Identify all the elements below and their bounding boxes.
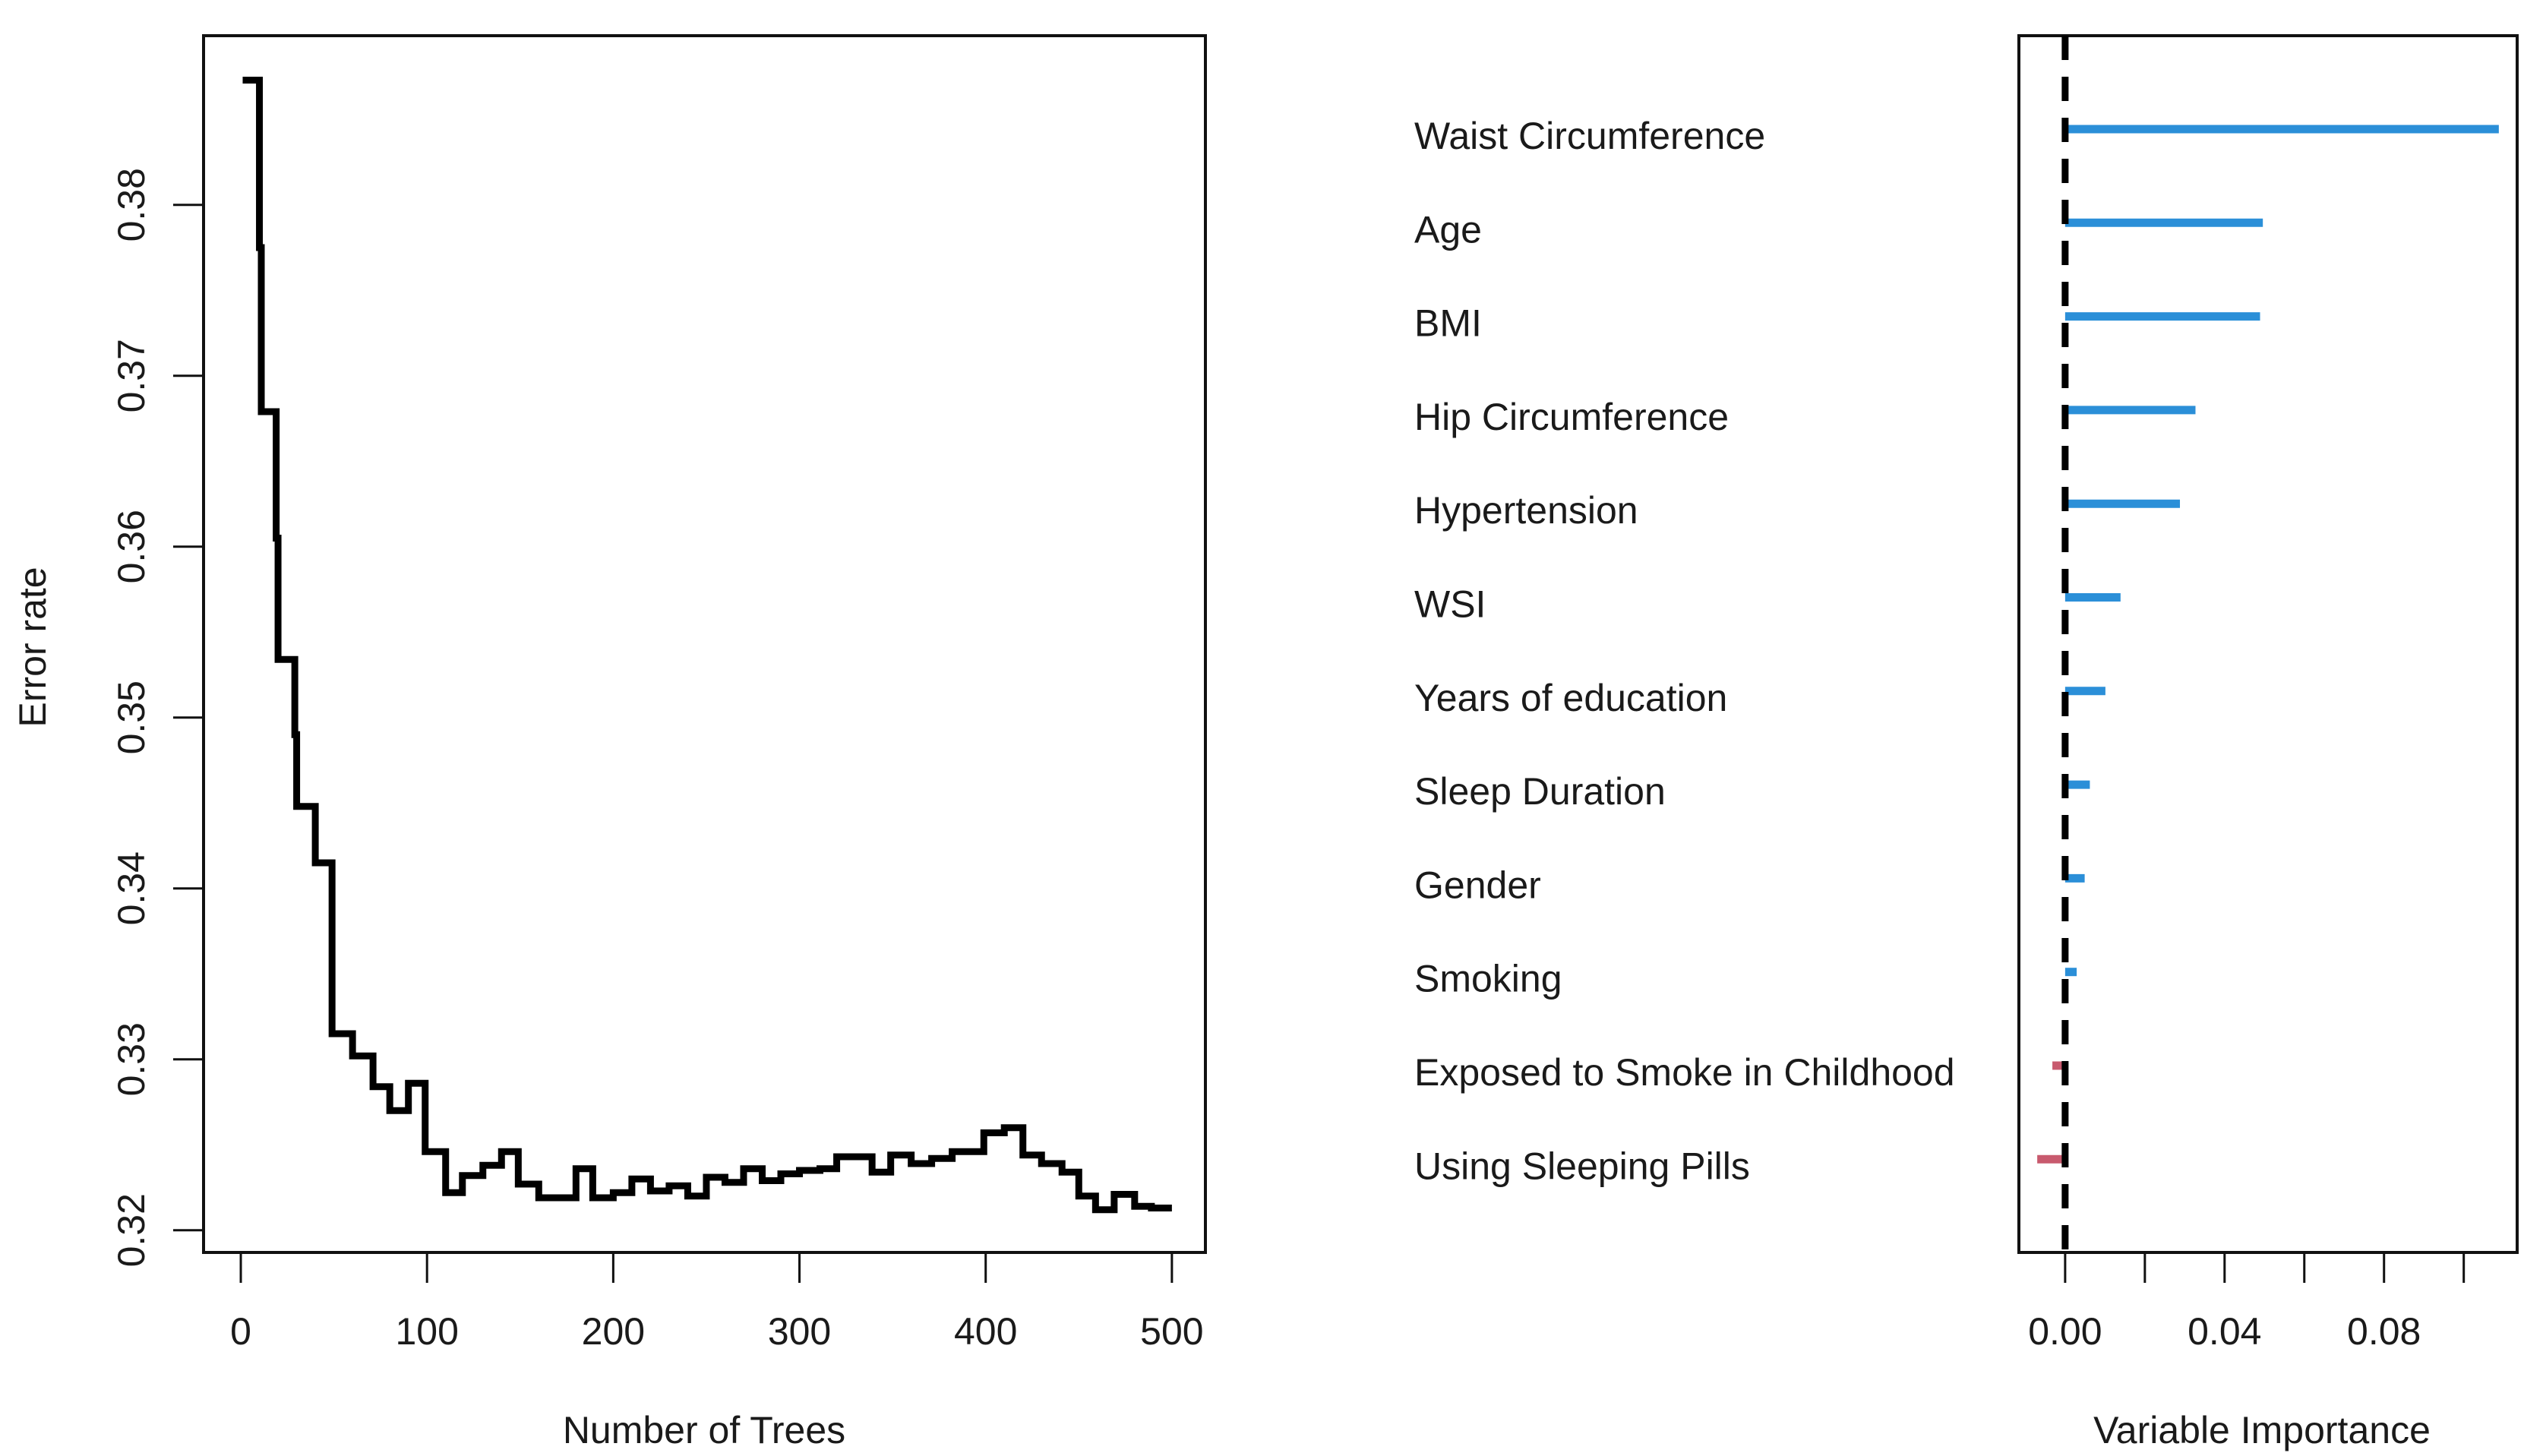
- y-tick-label: 0.38: [110, 168, 153, 242]
- y-tick-label: 0.32: [110, 1193, 153, 1267]
- variable-label: Age: [1414, 208, 1482, 251]
- variable-label: Hypertension: [1414, 489, 1638, 532]
- x-tick-label: 0.08: [2347, 1310, 2421, 1353]
- y-tick-label: 0.33: [110, 1022, 153, 1096]
- variable-label: BMI: [1414, 302, 1482, 345]
- plot-frame: [2017, 34, 2519, 1254]
- plot-frame: [202, 34, 1207, 1254]
- x-axis-label: Number of Trees: [563, 1409, 845, 1451]
- y-tick-label: 0.35: [110, 681, 153, 754]
- y-tick-label: 0.37: [110, 339, 153, 412]
- x-tick-label: 0: [230, 1310, 251, 1353]
- variable-label: Sleep Duration: [1414, 770, 1666, 813]
- error-rate-line: [242, 77, 1172, 1214]
- x-tick-label: 200: [582, 1310, 645, 1353]
- x-tick-label: 400: [954, 1310, 1017, 1353]
- x-tick-label: 100: [395, 1310, 458, 1353]
- variable-label: Using Sleeping Pills: [1414, 1145, 1750, 1187]
- x-tick-label: 0.00: [2028, 1310, 2102, 1353]
- x-tick-label: 500: [1140, 1310, 1203, 1353]
- variable-label: Waist Circumference: [1414, 115, 1765, 157]
- x-tick-label: 0.04: [2188, 1310, 2261, 1353]
- y-tick-label: 0.36: [110, 510, 153, 583]
- variable-label: Exposed to Smoke in Childhood: [1414, 1051, 1955, 1094]
- error-rate-plot: 0 100 200 300 400 500 0.32 0.33 0.34 0.35 0.36 0.3…: [11, 34, 1207, 1451]
- variable-label: Hip Circumference: [1414, 396, 1729, 438]
- y-tick-label: 0.34: [110, 851, 153, 925]
- x-tick-label: 300: [768, 1310, 831, 1353]
- variable-label: Smoking: [1414, 958, 1562, 1000]
- variable-label: WSI: [1414, 583, 1486, 626]
- y-axis-label: Error rate: [11, 567, 54, 727]
- variable-label: Years of education: [1414, 677, 1727, 719]
- x-axis-label: Variable Importance: [2093, 1409, 2431, 1451]
- variable-importance-plot: 0.00 0.04 0.08 Waist Circumference Age BMI Hi…: [1414, 34, 2519, 1451]
- variable-label: Gender: [1414, 864, 1541, 906]
